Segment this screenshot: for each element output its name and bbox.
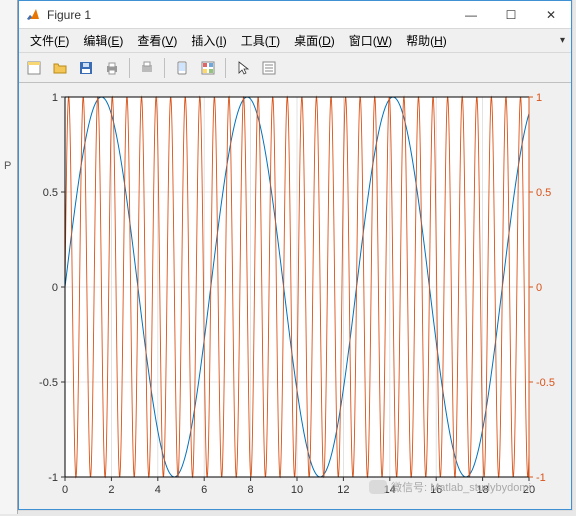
svg-text:4: 4 <box>155 484 161 496</box>
menu-t[interactable]: 工具(T) <box>234 30 287 51</box>
matlab-icon <box>25 7 41 23</box>
palette-icon[interactable] <box>197 57 219 79</box>
svg-text:0: 0 <box>62 484 68 496</box>
window-controls: — ☐ ✕ <box>451 1 571 29</box>
toolbar-separator <box>225 58 226 78</box>
svg-text:8: 8 <box>248 484 254 496</box>
minimize-button[interactable]: — <box>451 1 491 29</box>
toolbar-separator <box>164 58 165 78</box>
toolbar-separator <box>129 58 130 78</box>
menubar: 文件(F)编辑(E)查看(V)插入(I)工具(T)桌面(D)窗口(W)帮助(H)… <box>19 29 571 53</box>
svg-text:0.5: 0.5 <box>536 187 551 199</box>
svg-text:0: 0 <box>536 282 542 294</box>
print-icon[interactable] <box>101 57 123 79</box>
svg-text:2: 2 <box>108 484 114 496</box>
menu-h[interactable]: 帮助(H) <box>399 30 454 51</box>
pointer-icon[interactable] <box>232 57 254 79</box>
menu-v[interactable]: 查看(V) <box>130 30 184 51</box>
plot-area: 02468101214161820-1-0.500.51-1-0.500.51 … <box>19 83 571 509</box>
svg-text:-0.5: -0.5 <box>39 377 58 389</box>
svg-text:-0.5: -0.5 <box>536 377 555 389</box>
svg-text:0: 0 <box>52 282 58 294</box>
svg-text:-1: -1 <box>536 472 546 484</box>
wechat-icon <box>369 480 387 494</box>
svg-text:10: 10 <box>291 484 303 496</box>
figure-window: Figure 1 — ☐ ✕ 文件(F)编辑(E)查看(V)插入(I)工具(T)… <box>18 0 572 510</box>
chart-canvas: 02468101214161820-1-0.500.51-1-0.500.51 <box>19 83 573 511</box>
menu-overflow-icon[interactable]: ▾ <box>560 35 565 46</box>
svg-text:1: 1 <box>52 92 58 104</box>
svg-text:6: 6 <box>201 484 207 496</box>
print-preview-icon[interactable] <box>136 57 158 79</box>
properties-icon[interactable] <box>258 57 280 79</box>
menu-w[interactable]: 窗口(W) <box>342 30 399 51</box>
window-title: Figure 1 <box>47 8 91 22</box>
svg-text:12: 12 <box>337 484 349 496</box>
save-icon[interactable] <box>75 57 97 79</box>
svg-text:1: 1 <box>536 92 542 104</box>
close-button[interactable]: ✕ <box>531 1 571 29</box>
svg-text:-1: -1 <box>48 472 58 484</box>
editor-side-pane: P <box>0 0 18 514</box>
svg-text:0.5: 0.5 <box>43 187 58 199</box>
menu-f[interactable]: 文件(F) <box>23 30 76 51</box>
menu-d[interactable]: 桌面(D) <box>287 30 342 51</box>
maximize-button[interactable]: ☐ <box>491 1 531 29</box>
menu-i[interactable]: 插入(I) <box>184 30 233 51</box>
watermark: 微信号: Matlab_studybydomi <box>369 479 531 495</box>
toolbar <box>19 53 571 83</box>
new-figure-icon[interactable] <box>23 57 45 79</box>
open-icon[interactable] <box>49 57 71 79</box>
titlebar: Figure 1 — ☐ ✕ <box>19 1 571 29</box>
watermark-text: 微信号: Matlab_studybydomi <box>391 479 531 495</box>
device-icon[interactable] <box>171 57 193 79</box>
menu-e[interactable]: 编辑(E) <box>76 30 130 51</box>
side-tab-letter: P <box>4 160 11 172</box>
